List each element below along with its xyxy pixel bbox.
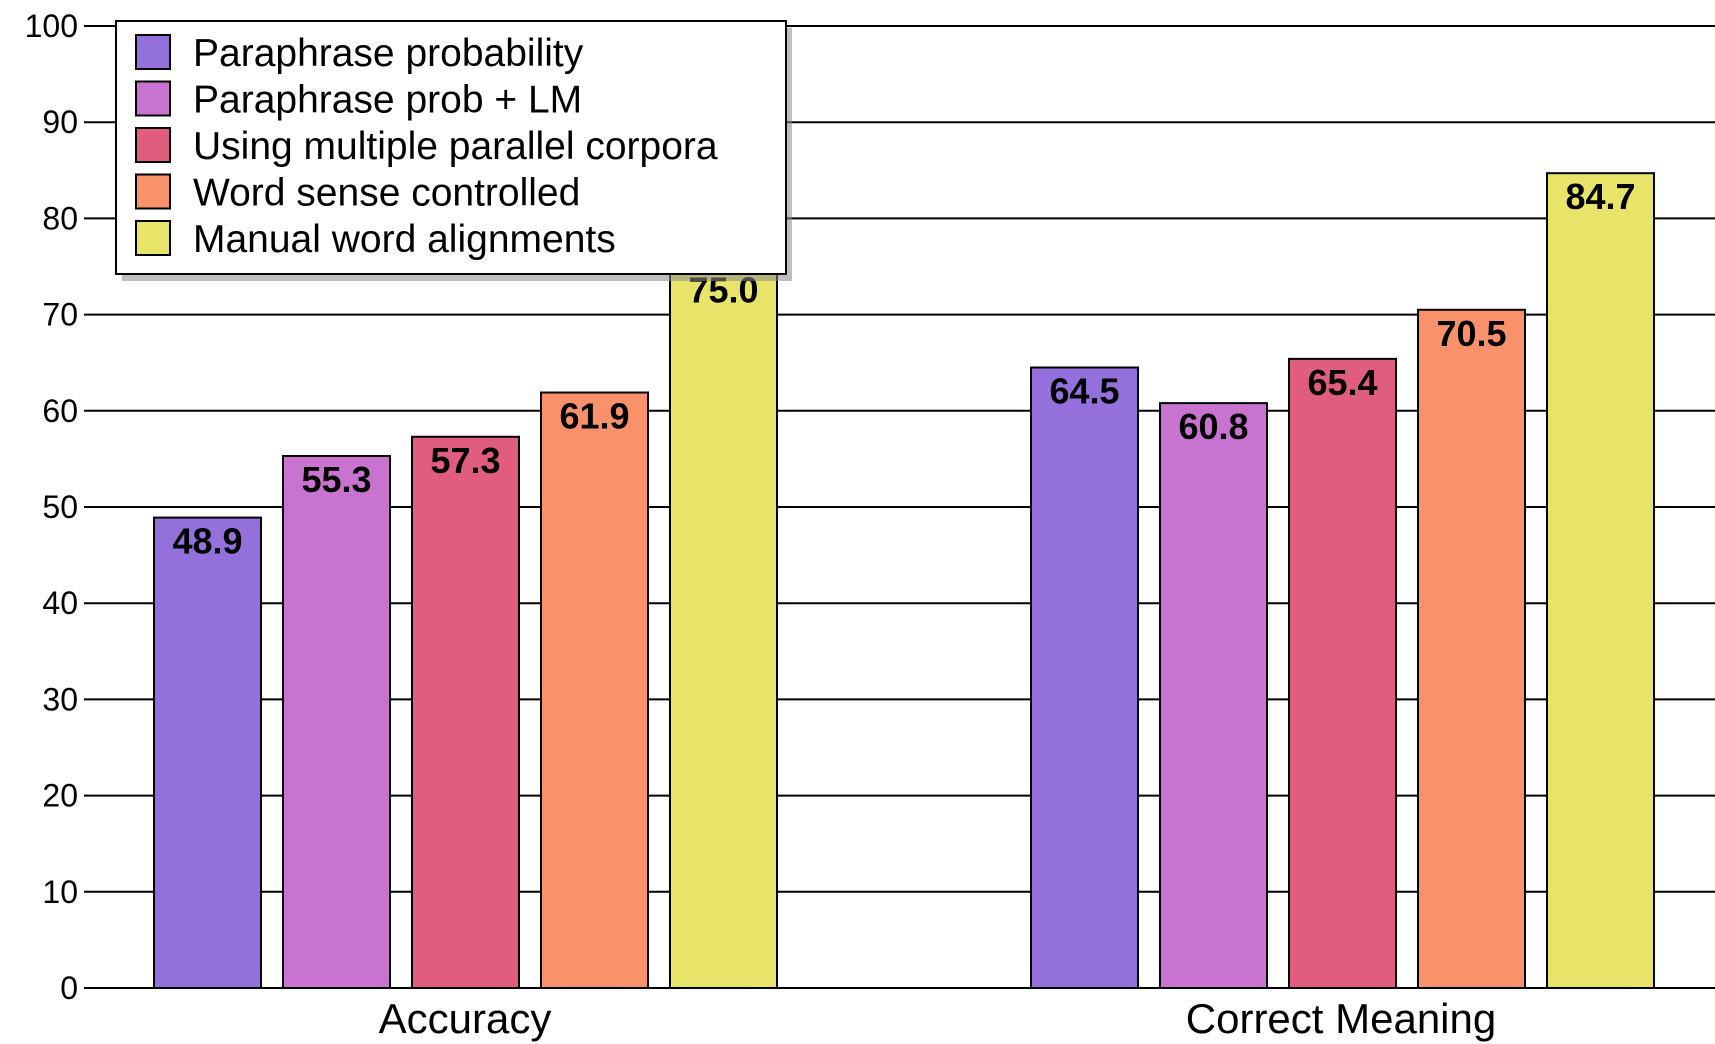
bar: [540, 391, 649, 990]
bar-value-label: 55.3: [301, 459, 371, 500]
legend-swatch: [135, 220, 171, 256]
bar-value-label: 57.3: [430, 440, 500, 481]
legend-entry-label: Word sense controlled: [193, 172, 580, 215]
bar: [153, 516, 262, 989]
y-tick-label: 20: [42, 778, 78, 814]
y-tick-label: 30: [42, 681, 78, 717]
y-tick-label: 70: [42, 297, 78, 333]
bar: [1030, 366, 1139, 989]
y-tick-label: 60: [42, 393, 78, 429]
legend-entry-label: Paraphrase probability: [193, 32, 584, 75]
category-label: Accuracy: [379, 995, 552, 1042]
legend-box: [115, 20, 787, 275]
y-tick-label: 80: [42, 200, 78, 236]
legend-swatch: [135, 127, 171, 163]
bar: [1159, 402, 1268, 989]
x-axis-categories: Accuracy Correct Meaning: [379, 995, 1497, 1042]
y-axis-ticks: 0 10 20 30 40 50 60 70 80 90 100: [25, 8, 78, 1006]
legend-entry-label: Using multiple parallel corpora: [193, 125, 718, 168]
bar: [411, 435, 520, 989]
y-tick-label: 10: [42, 874, 78, 910]
bar-value-label: 61.9: [559, 396, 629, 437]
bar-value-label: 60.8: [1178, 406, 1248, 447]
bar-value-label: 65.4: [1307, 362, 1377, 403]
y-tick-label: 0: [60, 970, 78, 1006]
bar: [669, 265, 778, 989]
legend-swatch: [135, 34, 171, 70]
y-tick-label: 100: [25, 8, 78, 44]
legend-entry-label: Manual word alignments: [193, 218, 616, 261]
bar: [282, 455, 391, 990]
bar-value-label: 70.5: [1436, 313, 1506, 354]
bars: 48.955.3 57.361.975.064.560.865.470.584.7: [153, 172, 1655, 990]
bar-value-label: 48.9: [172, 521, 242, 562]
category-label: Correct Meaning: [1186, 995, 1496, 1042]
bar: [1417, 308, 1526, 990]
bar-value-label: 84.7: [1565, 176, 1635, 217]
y-tick-label: 90: [42, 104, 78, 140]
bar: [1546, 172, 1655, 990]
bar: [1288, 357, 1397, 989]
y-tick-label: 50: [42, 489, 78, 525]
legend-swatch: [135, 173, 171, 210]
legend-swatch: [135, 80, 171, 117]
legend-entry-label: Paraphrase prob + LM: [193, 79, 582, 122]
y-tick-label: 40: [42, 585, 78, 621]
bar-value-label: 64.5: [1049, 371, 1119, 412]
